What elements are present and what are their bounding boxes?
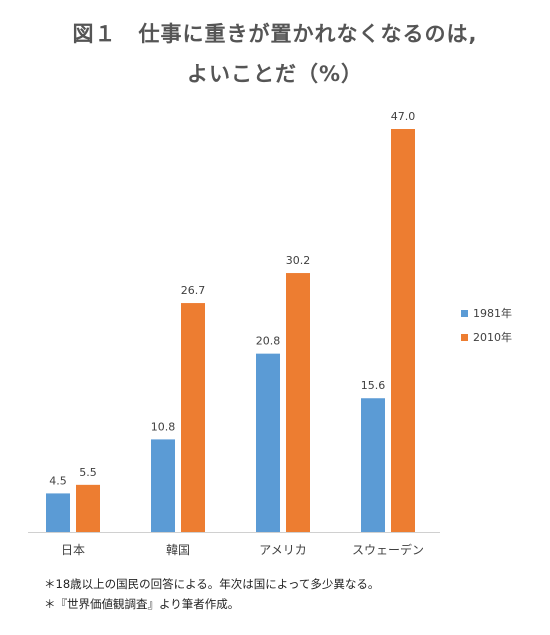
bar-0-2: [256, 353, 280, 532]
bar-1-0: [76, 484, 100, 532]
footnote-respondents: ＊18歳以上の国民の回答による。年次は国によって多少異なる。: [44, 577, 380, 591]
footnotes: ＊18歳以上の国民の回答による。年次は国によって多少異なる。 ＊『世界価値観調査…: [44, 574, 379, 614]
data-label-1-2: 30.2: [286, 254, 311, 267]
bar-0-0: [46, 493, 70, 532]
bar-1-3: [391, 129, 415, 532]
category-label-0: 日本: [61, 543, 85, 557]
footnote-source: ＊『世界価値観調査』より筆者作成。: [44, 597, 240, 611]
data-label-1-3: 47.0: [391, 110, 416, 123]
category-label-3: スウェーデン: [352, 542, 424, 557]
legend-label-1: 2010年: [473, 330, 512, 344]
bar-0-1: [151, 439, 175, 532]
chart-title-line-2: よいことだ（%）: [186, 62, 364, 86]
data-label-0-2: 20.8: [256, 335, 281, 348]
bar-1-1: [181, 303, 205, 532]
data-label-1-0: 5.5: [79, 466, 97, 479]
data-label-1-1: 26.7: [181, 284, 206, 297]
legend-swatch-1: [461, 334, 468, 341]
data-label-0-3: 15.6: [361, 379, 386, 392]
bar-1-2: [286, 273, 310, 532]
data-label-0-1: 10.8: [151, 420, 176, 433]
category-label-1: 韓国: [166, 543, 190, 557]
legend-swatch-0: [461, 310, 468, 317]
category-label-2: アメリカ: [259, 543, 306, 557]
chart-title-line-1: 図１ 仕事に重きが置かれなくなるのは,: [72, 22, 478, 46]
legend-label-0: 1981年: [473, 306, 512, 320]
data-label-0-0: 4.5: [49, 474, 67, 487]
bar-0-3: [361, 398, 385, 532]
